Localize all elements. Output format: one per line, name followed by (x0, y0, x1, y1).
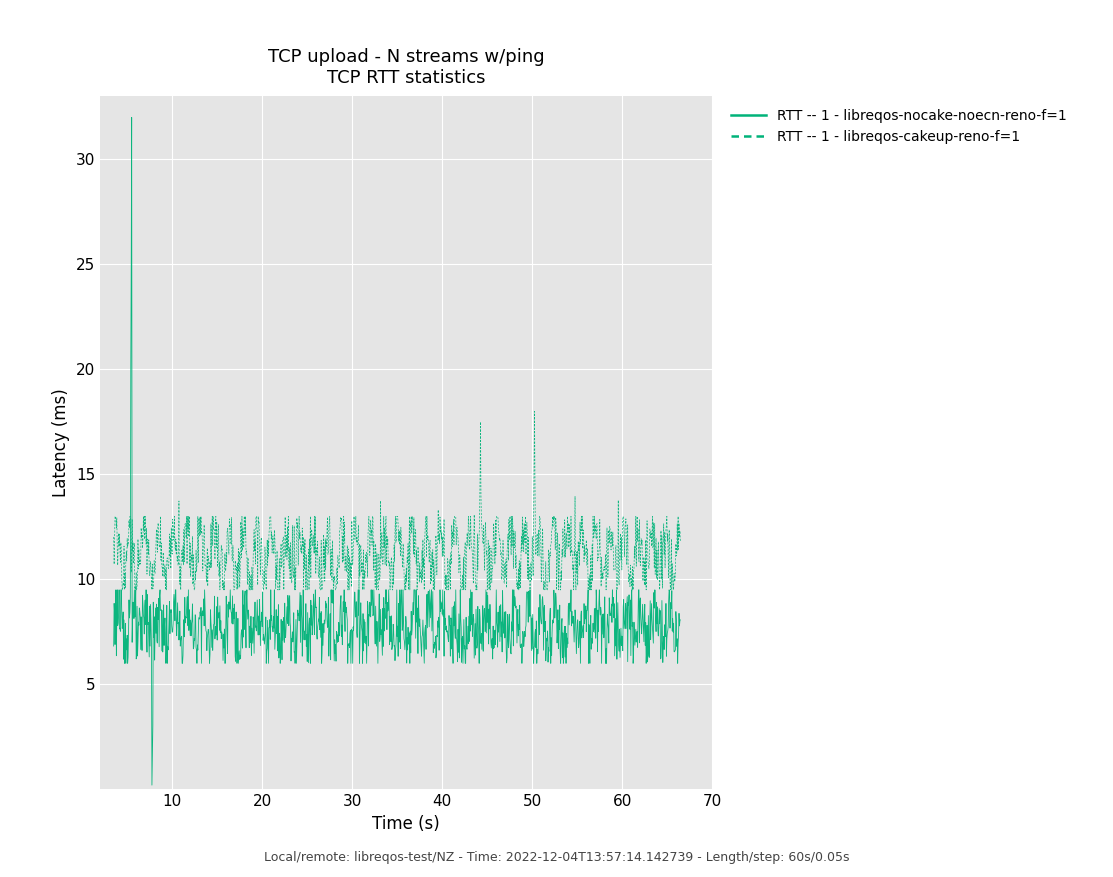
RTT -- 1 - libreqos-nocake-noecn-reno-f=1 (107, 641, 120, 652)
Line: RTT -- 1 - libreqos-cakeup-reno-f=1: RTT -- 1 - libreqos-cakeup-reno-f=1 (114, 411, 680, 590)
RTT -- 1 - libreqos-cakeup-reno-f=1 (191, 511, 205, 522)
RTT -- 1 - libreqos-cakeup-reno-f=1 (246, 567, 259, 578)
RTT -- 1 - libreqos-cakeup-reno-f=1 (495, 574, 509, 585)
Line: RTT -- 1 - libreqos-nocake-noecn-reno-f=1: RTT -- 1 - libreqos-nocake-noecn-reno-f=… (114, 118, 680, 785)
RTT -- 1 - libreqos-cakeup-reno-f=1 (410, 559, 423, 569)
RTT -- 1 - libreqos-nocake-noecn-reno-f=1 (246, 638, 259, 648)
Title: TCP upload - N streams w/ping
TCP RTT statistics: TCP upload - N streams w/ping TCP RTT st… (268, 47, 544, 87)
RTT -- 1 - libreqos-cakeup-reno-f=1 (116, 585, 129, 595)
RTT -- 1 - libreqos-cakeup-reno-f=1 (508, 543, 521, 553)
RTT -- 1 - libreqos-cakeup-reno-f=1 (564, 511, 578, 522)
RTT -- 1 - libreqos-nocake-noecn-reno-f=1 (564, 585, 578, 595)
RTT -- 1 - libreqos-nocake-noecn-reno-f=1 (509, 593, 522, 603)
RTT -- 1 - libreqos-nocake-noecn-reno-f=1 (673, 615, 687, 625)
RTT -- 1 - libreqos-cakeup-reno-f=1 (528, 406, 541, 417)
RTT -- 1 - libreqos-cakeup-reno-f=1 (107, 531, 120, 542)
RTT -- 1 - libreqos-nocake-noecn-reno-f=1 (495, 646, 509, 657)
X-axis label: Time (s): Time (s) (373, 815, 440, 833)
Text: Local/remote: libreqos-test/NZ - Time: 2022-12-04T13:57:14.142739 - Length/step:: Local/remote: libreqos-test/NZ - Time: 2… (264, 851, 849, 864)
RTT -- 1 - libreqos-nocake-noecn-reno-f=1 (410, 617, 423, 627)
RTT -- 1 - libreqos-cakeup-reno-f=1 (673, 536, 687, 546)
Y-axis label: Latency (ms): Latency (ms) (52, 389, 70, 497)
RTT -- 1 - libreqos-nocake-noecn-reno-f=1 (191, 630, 205, 640)
RTT -- 1 - libreqos-nocake-noecn-reno-f=1 (125, 112, 138, 123)
RTT -- 1 - libreqos-nocake-noecn-reno-f=1 (146, 780, 159, 790)
Legend: RTT -- 1 - libreqos-nocake-noecn-reno-f=1, RTT -- 1 - libreqos-cakeup-reno-f=1: RTT -- 1 - libreqos-nocake-noecn-reno-f=… (726, 103, 1072, 149)
